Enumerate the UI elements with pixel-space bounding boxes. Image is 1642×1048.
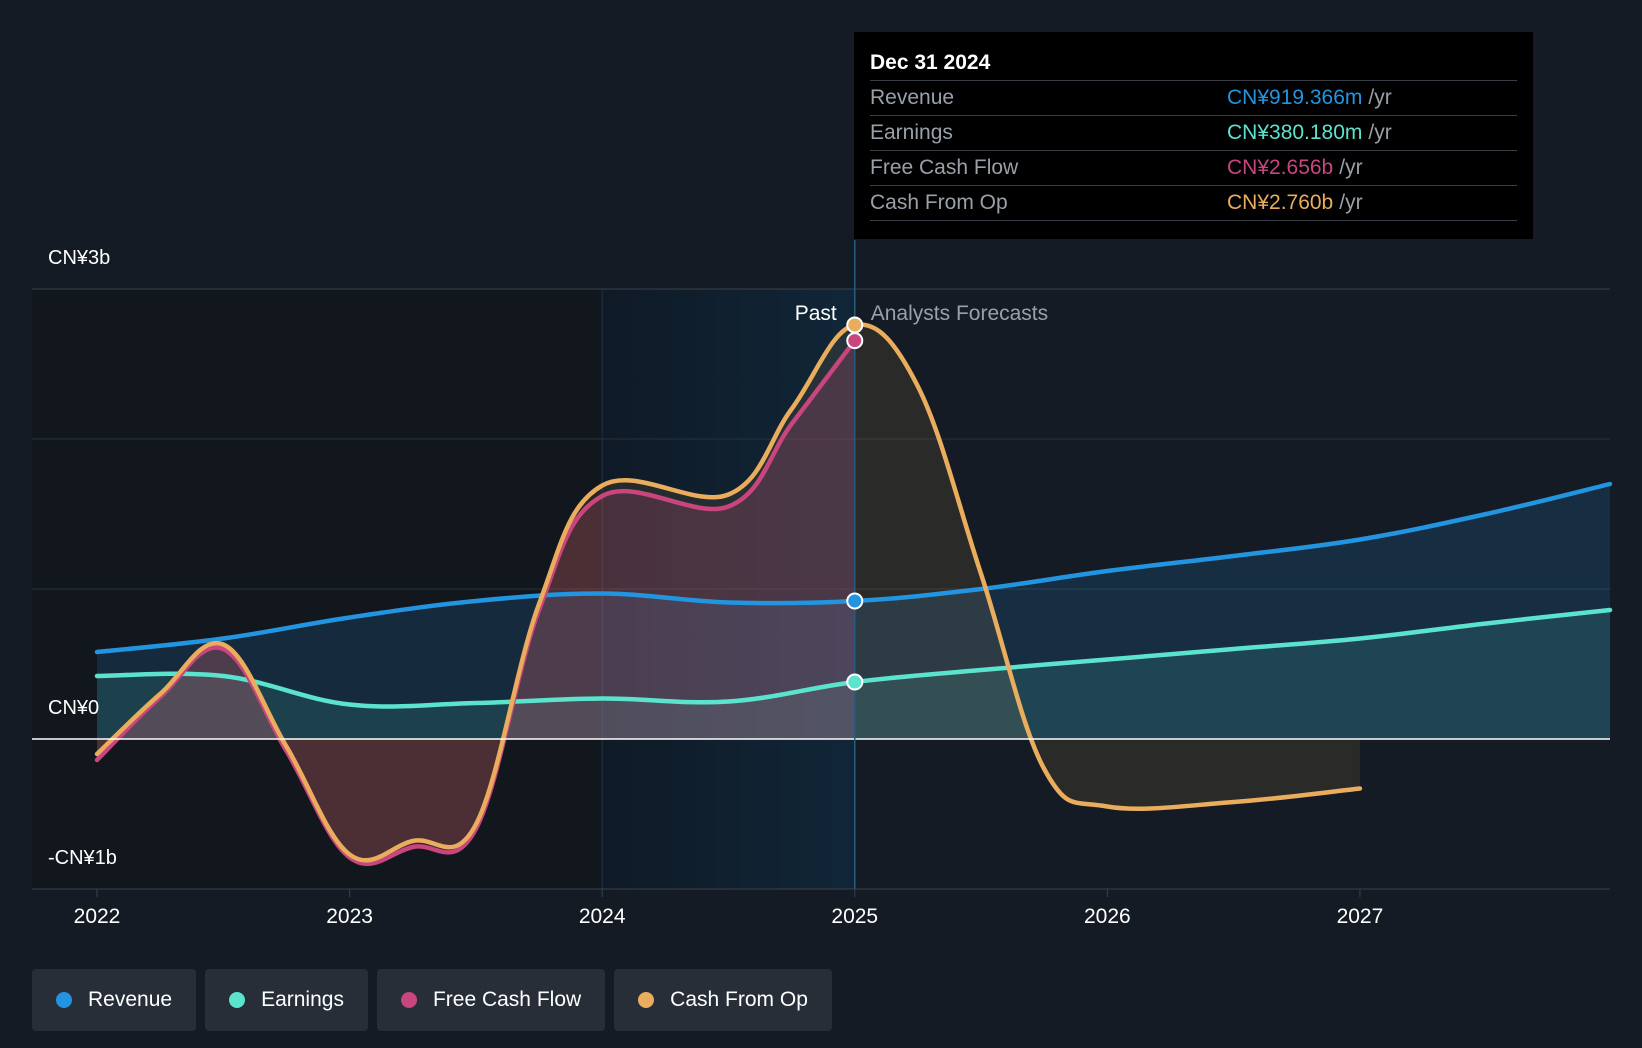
chart-canvas: CN¥3b CN¥0 -CN¥1b 2022 2023 2024 2025 2026 2027 P… — [32, 240, 1613, 928]
y-tick-label: -CN¥1b — [48, 847, 117, 869]
tooltip-value: CN¥2.656b — [1227, 156, 1334, 179]
past-label: Past — [795, 302, 837, 325]
earnings-area — [97, 610, 1610, 739]
tooltip-label: Earnings — [870, 121, 953, 144]
legend-dot — [638, 992, 655, 1008]
revenue-area — [97, 484, 1610, 739]
legend: Revenue Earnings Free Cash Flow Cash Fro… — [32, 969, 832, 1031]
tooltip-label: Revenue — [870, 86, 955, 109]
tooltip-date: Dec 31 2024 — [870, 46, 1517, 81]
legend-label: Revenue — [88, 988, 173, 1011]
tooltip-value: CN¥380.180m — [1227, 121, 1363, 144]
tooltip-unit: /yr — [1368, 121, 1392, 144]
free-cash-flow-line — [94, 338, 858, 866]
cash-from-op-marker — [846, 316, 864, 334]
x-tick-label: 2027 — [1337, 905, 1384, 928]
tooltip-label: Free Cash Flow — [870, 156, 1019, 179]
tooltip-unit: /yr — [1339, 156, 1363, 179]
tooltip-unit: /yr — [1368, 86, 1392, 109]
tooltip-value: CN¥919.366m — [1227, 86, 1363, 109]
free-cash-flow-marker — [846, 332, 864, 350]
legend-dot — [56, 992, 72, 1008]
tooltip-row-cash-from-op: Cash From Op CN¥2.760b /yr — [870, 186, 1517, 221]
revenue-marker — [846, 592, 864, 610]
tooltip-unit: /yr — [1339, 191, 1363, 214]
tooltip-row-free-cash-flow: Free Cash Flow CN¥2.656b /yr — [870, 151, 1517, 186]
y-tick-label: CN¥3b — [48, 247, 110, 269]
legend-label: Free Cash Flow — [432, 988, 582, 1011]
legend-dot — [400, 992, 417, 1008]
legend-item-free-cash-flow[interactable]: Free Cash Flow — [376, 969, 606, 1031]
tooltip-row-revenue: Revenue CN¥919.366m /yr — [870, 81, 1517, 116]
tooltip: Dec 31 2024 Revenue CN¥919.366m /yr Earn… — [854, 32, 1533, 239]
x-tick-label: 2024 — [579, 905, 626, 928]
y-tick-label: CN¥0 — [48, 697, 99, 719]
cash-from-op-line — [94, 322, 1363, 863]
legend-item-earnings[interactable]: Earnings — [205, 969, 368, 1031]
tooltip-value: CN¥2.760b — [1227, 191, 1334, 214]
cash-from-op-area — [97, 324, 1360, 861]
legend-item-cash-from-op[interactable]: Cash From Op — [614, 969, 832, 1031]
legend-dot — [229, 992, 246, 1008]
legend-label: Earnings — [261, 988, 344, 1011]
forecast-label: Analysts Forecasts — [871, 302, 1048, 325]
x-tick-label: 2025 — [831, 905, 878, 928]
free-cash-flow-area — [97, 340, 855, 864]
x-tick-label: 2026 — [1084, 905, 1131, 928]
x-tick-label: 2023 — [326, 905, 373, 928]
tooltip-row-earnings: Earnings CN¥380.180m /yr — [870, 116, 1517, 151]
legend-item-revenue[interactable]: Revenue — [32, 969, 197, 1031]
x-tick-label: 2022 — [74, 905, 121, 928]
earnings-marker — [846, 673, 864, 691]
legend-label: Cash From Op — [670, 988, 808, 1011]
tooltip-label: Cash From Op — [870, 191, 1008, 214]
